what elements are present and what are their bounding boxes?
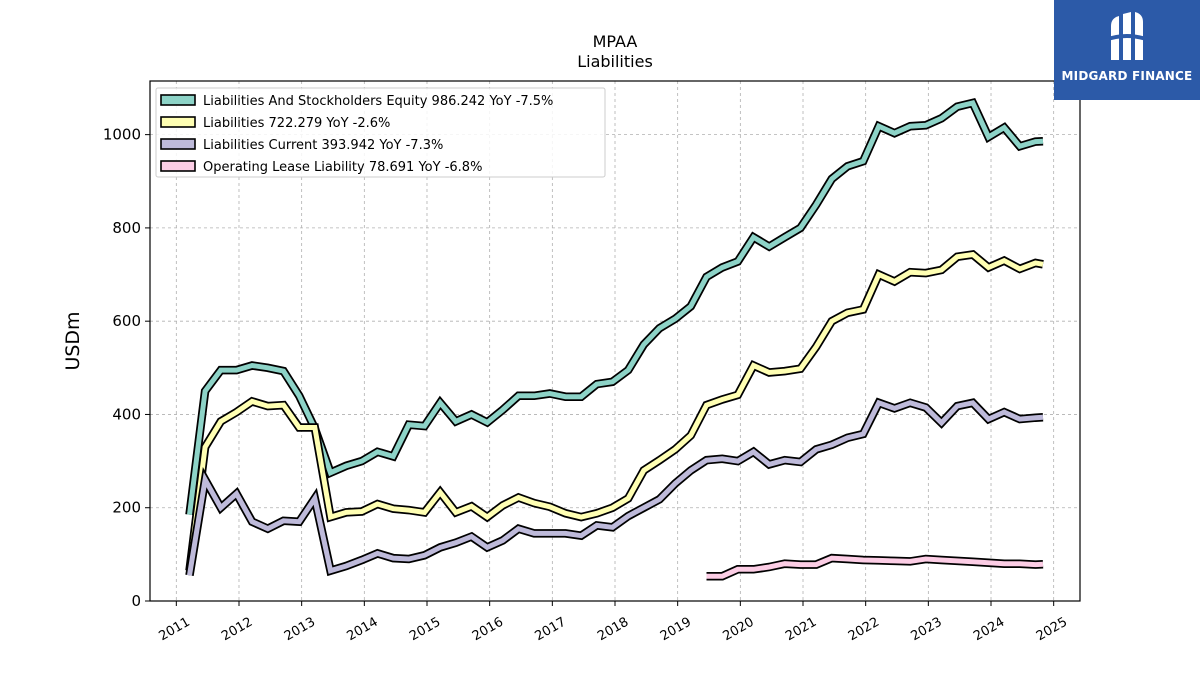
- legend-swatch: [160, 160, 196, 172]
- x-tick-label: 2014: [344, 615, 380, 645]
- series-line-2: [185, 397, 1044, 577]
- x-tick-label: 2015: [407, 615, 443, 645]
- series-stroke: [187, 399, 1044, 576]
- x-tick-label: 2024: [971, 615, 1007, 645]
- x-tick-label: 2019: [658, 615, 694, 645]
- legend-swatch: [160, 138, 196, 150]
- x-tick-label: 2021: [783, 615, 819, 645]
- x-tick-label: 2018: [595, 615, 631, 645]
- x-tick-label: 2013: [282, 615, 318, 645]
- chart-title: MPAA: [593, 32, 638, 51]
- series-stroke: [187, 99, 1044, 516]
- y-axis-label: USDm: [62, 311, 84, 370]
- chart-subtitle: Liabilities: [577, 52, 653, 71]
- legend-entry: Liabilities And Stockholders Equity 986.…: [203, 94, 553, 109]
- y-tick-label: 200: [112, 499, 141, 517]
- x-tick-label: 2016: [470, 615, 506, 645]
- y-tick-label: 600: [112, 312, 141, 330]
- y-tick-label: 400: [112, 405, 141, 423]
- series-line-3: [706, 553, 1044, 581]
- series-lines: [185, 97, 1044, 581]
- series-stroke: [187, 251, 1044, 572]
- series-line-0: [185, 97, 1044, 516]
- axes: 0 200 400 600 800 1000 2011 2012 2013 2014 2015 201…: [103, 126, 1070, 645]
- x-tick-label: 2011: [156, 615, 192, 645]
- y-tick-label: 0: [131, 592, 141, 610]
- logo-text: MIDGARD FINANCE: [1061, 69, 1193, 83]
- y-tick-label: 800: [112, 219, 141, 237]
- x-tick-label: 2025: [1034, 615, 1070, 645]
- legend-swatch: [160, 116, 196, 128]
- series-line-1: [185, 250, 1044, 572]
- x-tick-label: 2020: [721, 615, 757, 645]
- y-tick-label: 1000: [103, 126, 141, 144]
- x-tick-label: 2023: [909, 615, 945, 645]
- legend-box: [155, 87, 606, 178]
- brand-logo: MIDGARD FINANCE: [1054, 0, 1200, 100]
- legend-swatch: [160, 94, 196, 106]
- legend-entry: Operating Lease Liability 78.691 YoY -6.…: [203, 160, 482, 175]
- x-tick-label: 2012: [219, 615, 255, 645]
- legend-entry: Liabilities Current 393.942 YoY -7.3%: [203, 138, 443, 153]
- logo-mark-icon: [1054, 8, 1200, 70]
- legend-entry: Liabilities 722.279 YoY -2.6%: [203, 116, 390, 131]
- series-stroke: [706, 555, 1044, 579]
- x-tick-label: 2022: [846, 615, 882, 645]
- x-tick-label: 2017: [533, 615, 569, 645]
- legend: Liabilities And Stockholders Equity 986.…: [155, 87, 606, 178]
